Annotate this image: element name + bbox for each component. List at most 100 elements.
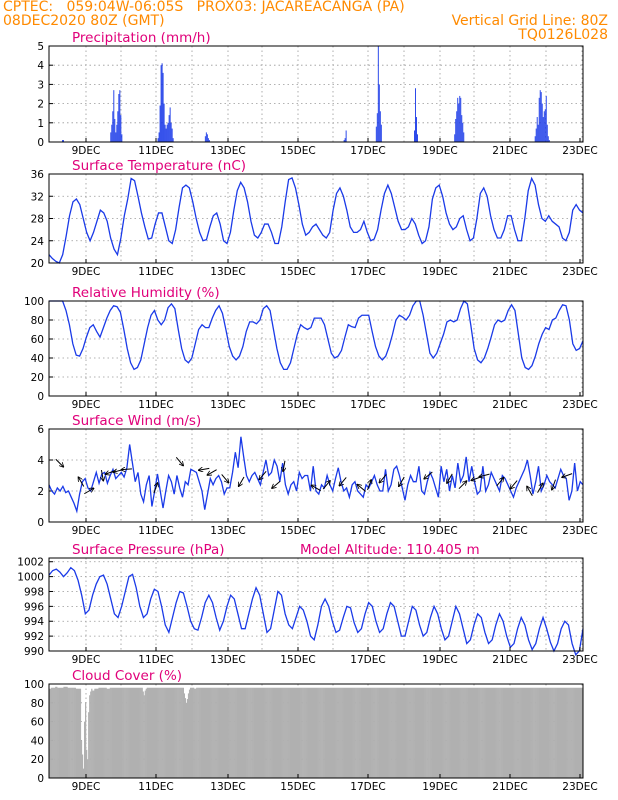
cloud-bar — [500, 687, 502, 778]
cloud-bar — [209, 687, 211, 778]
x-tick-label: 9DEC — [72, 781, 101, 793]
cloud-bar — [250, 687, 252, 778]
cloud-bar — [555, 687, 557, 778]
cloud-panel: 0 20 40 60 80 100 9DEC 11DEC 13DEC 15DEC 17DEC 19DE… — [24, 668, 598, 793]
cloud-bar — [355, 687, 357, 778]
cloud-bar — [148, 687, 151, 778]
cloud-bar — [143, 695, 145, 778]
cloud-bar — [85, 702, 87, 778]
precip-bar — [160, 65, 162, 142]
y-tick-label: 24 — [31, 236, 45, 248]
x-tick-label: 23DEC — [562, 654, 597, 666]
cloud-bar — [421, 687, 423, 778]
cloud-bar — [308, 687, 310, 778]
cloud-bar — [131, 687, 133, 778]
x-tick-label: 9DEC — [72, 525, 101, 537]
wind-arrow — [399, 476, 405, 487]
cloud-bar — [337, 687, 339, 778]
y-tick-label: 3 — [37, 79, 44, 91]
wind-arrow — [322, 481, 330, 490]
cloud-bar — [392, 687, 394, 778]
cloud-bar — [186, 699, 189, 778]
cloud-bar — [280, 687, 282, 778]
x-tick-label: 13DEC — [210, 525, 245, 537]
cloud-bar — [144, 690, 146, 778]
cloud-bar — [456, 687, 458, 778]
cloud-bar — [425, 687, 427, 778]
x-tick-label: 19DEC — [422, 266, 457, 278]
cloud-bar — [198, 687, 200, 778]
cloud-bar — [206, 687, 208, 778]
cloud-bar — [406, 687, 408, 778]
cloud-bar — [56, 686, 58, 778]
cloud-bar — [291, 687, 294, 778]
cloud-bar — [231, 687, 233, 778]
cloud-bar — [210, 687, 212, 778]
x-tick-label: 13DEC — [210, 654, 245, 666]
x-tick-label: 11DEC — [138, 654, 173, 666]
cloud-bar — [550, 687, 552, 778]
cloud-bar — [457, 687, 459, 778]
cloud-bar — [389, 687, 391, 778]
cloud-bar — [343, 687, 345, 778]
cloud-bar — [515, 687, 517, 778]
cloud-bar — [89, 695, 91, 778]
y-tick-label: 40 — [31, 353, 44, 365]
cloud-bar — [402, 687, 405, 778]
cloud-bar — [87, 759, 89, 778]
cloud-bar — [224, 687, 227, 778]
cloud-bar — [305, 687, 307, 778]
cloud-bar — [501, 687, 503, 778]
precip-bar — [543, 111, 545, 142]
cloud-bar — [438, 687, 441, 778]
cloud-bar — [574, 687, 576, 778]
cloud-bar — [64, 686, 66, 778]
cloud-bar — [232, 687, 234, 778]
precip-bar — [157, 138, 159, 142]
cloud-bar — [317, 687, 319, 778]
precip-bar — [461, 115, 463, 142]
cloud-bar — [458, 687, 460, 778]
precip-bar — [168, 115, 170, 142]
cloud-bar — [213, 687, 215, 778]
precip-title: Precipitation (mm/h) — [72, 30, 211, 46]
cloud-bar — [272, 687, 274, 778]
cloud-bar — [178, 687, 180, 778]
cloud-bar — [464, 687, 466, 778]
cloud-bar — [414, 687, 416, 778]
cloud-bar — [532, 687, 534, 778]
precip-bar — [111, 124, 113, 142]
cloud-bar — [455, 687, 457, 778]
cloud-bar — [576, 687, 579, 778]
wind-arrow — [238, 476, 245, 487]
x-tick-label: 13DEC — [210, 266, 245, 278]
cloud-bar — [125, 687, 127, 778]
cloud-bar — [449, 687, 451, 778]
precip-bar — [541, 103, 543, 142]
cloud-bar — [202, 687, 204, 778]
cloud-bar — [157, 687, 159, 778]
x-tick-label: 19DEC — [422, 399, 457, 411]
cloud-bar — [572, 687, 574, 778]
x-tick-label: 15DEC — [280, 654, 315, 666]
cloud-bar — [90, 691, 92, 778]
cloud-bar — [416, 687, 418, 778]
cloud-bar — [461, 687, 463, 778]
cloud-bar — [399, 687, 402, 778]
cloud-bar — [526, 687, 528, 778]
cloud-bar — [400, 687, 403, 778]
cloud-bar — [486, 687, 488, 778]
x-tick-label: 9DEC — [72, 145, 101, 157]
cloud-bar — [190, 687, 193, 778]
cloud-bar — [463, 687, 465, 778]
x-tick-label: 23DEC — [562, 781, 597, 793]
cloud-bar — [336, 687, 338, 778]
cloud-bar — [423, 687, 425, 778]
cloud-bar — [539, 687, 542, 778]
wind-arrow — [339, 477, 347, 485]
precip-bar — [456, 111, 458, 142]
precip-bar — [208, 140, 210, 142]
cloud-bar — [73, 687, 75, 778]
cloud-bar — [536, 687, 538, 778]
precip-bar — [376, 113, 378, 142]
